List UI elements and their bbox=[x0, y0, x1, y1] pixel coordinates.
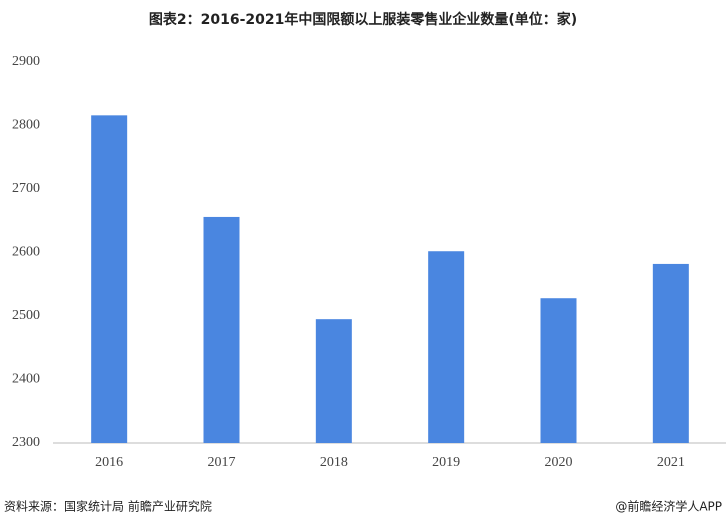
bar bbox=[91, 115, 128, 443]
y-tick-label: 2800 bbox=[12, 118, 40, 133]
x-tick-label: 2017 bbox=[208, 455, 236, 470]
y-tick-label: 2700 bbox=[12, 181, 40, 196]
y-tick-label: 2300 bbox=[12, 435, 40, 450]
chart-title: 图表2：2016-2021年中国限额以上服装零售业企业数量(单位：家) bbox=[149, 11, 577, 28]
credit: @前瞻经济学人APP bbox=[615, 499, 722, 514]
y-tick-label: 2600 bbox=[12, 245, 40, 260]
x-tick-label: 2020 bbox=[545, 455, 573, 470]
y-tick-label: 2400 bbox=[12, 372, 40, 387]
x-tick-label: 2018 bbox=[320, 455, 348, 470]
x-tick-label: 2021 bbox=[657, 455, 685, 470]
bar bbox=[540, 298, 577, 443]
bar bbox=[652, 263, 689, 443]
source-note: 资料来源：国家统计局 前瞻产业研究院 bbox=[4, 499, 212, 514]
y-tick-label: 2500 bbox=[12, 308, 40, 323]
bar bbox=[203, 216, 240, 443]
x-tick-label: 2016 bbox=[95, 455, 123, 470]
bar bbox=[315, 319, 352, 443]
x-tick-label: 2019 bbox=[432, 455, 460, 470]
bar bbox=[428, 251, 465, 443]
y-tick-label: 2900 bbox=[12, 54, 40, 69]
